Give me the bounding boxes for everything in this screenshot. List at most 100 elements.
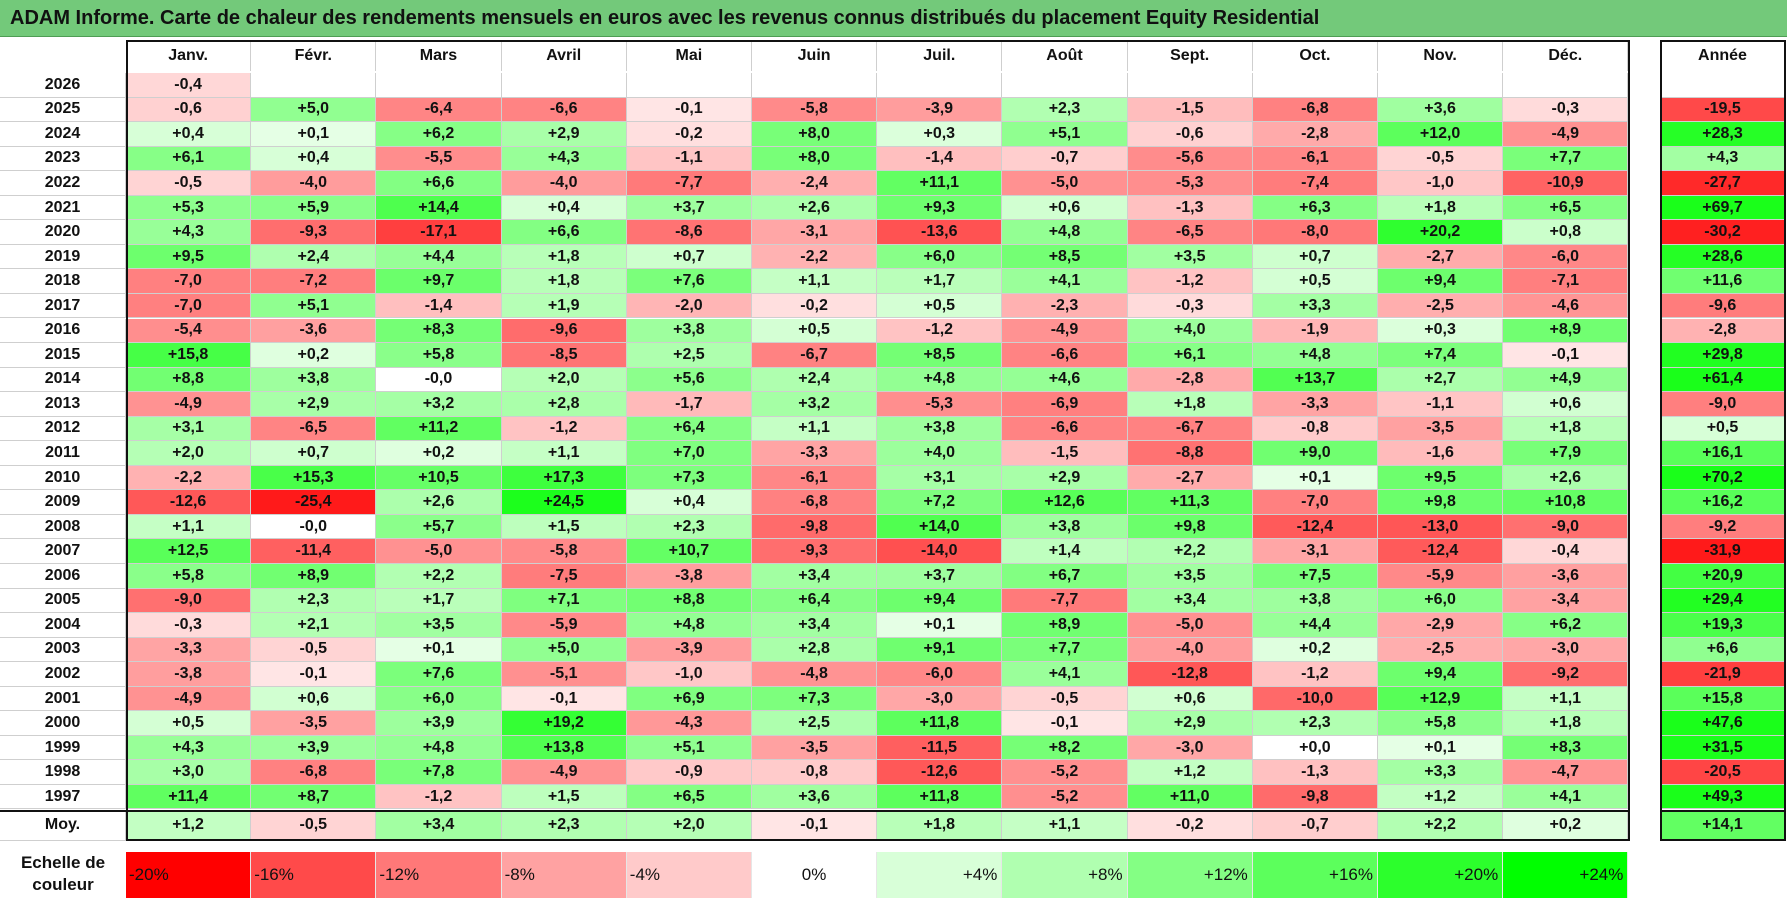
heatmap-cell: +8,5 bbox=[877, 343, 1003, 368]
heatmap-cell: -6,8 bbox=[251, 760, 377, 785]
heatmap-cell: +2,9 bbox=[251, 392, 377, 417]
row-year-label: 2005 bbox=[0, 588, 126, 614]
heatmap-cell: +8,9 bbox=[251, 564, 377, 589]
heatmap-cell: -3,3 bbox=[752, 441, 878, 466]
annual-cell: -2,8 bbox=[1660, 318, 1786, 344]
heatmap-cell: +3,8 bbox=[626, 318, 752, 344]
color-scale-stop: -4% bbox=[626, 852, 752, 898]
heatmap-cell: -1,0 bbox=[1378, 171, 1504, 196]
row-year-label: 2001 bbox=[0, 686, 126, 712]
row-year-label: 2012 bbox=[0, 416, 126, 442]
heatmap-cell: +7,7 bbox=[1002, 637, 1128, 663]
color-scale-stop: -16% bbox=[251, 852, 377, 898]
heatmap-cell: +0,6 bbox=[1503, 392, 1629, 417]
column-header: Juin bbox=[752, 40, 878, 71]
average-cell: -0,1 bbox=[752, 810, 878, 841]
heatmap-cell: +1,2 bbox=[1127, 760, 1253, 785]
heatmap-cell: -2,3 bbox=[1002, 293, 1128, 319]
annual-cell: -27,7 bbox=[1660, 171, 1786, 196]
heatmap-cell: -1,2 bbox=[1127, 269, 1253, 294]
heatmap-cell: -9,0 bbox=[126, 588, 252, 614]
heatmap-cell: +5,8 bbox=[126, 564, 252, 589]
heatmap-cell: -3,8 bbox=[126, 662, 252, 687]
heatmap-cell: +11,2 bbox=[376, 416, 502, 442]
heatmap-cell: -12,8 bbox=[1127, 662, 1253, 687]
heatmap-cell: +6,2 bbox=[376, 122, 502, 147]
column-header: Avril bbox=[502, 40, 627, 71]
heatmap-cell: -0,3 bbox=[1127, 293, 1253, 319]
heatmap-cell: +0,3 bbox=[877, 122, 1003, 147]
heatmap-cell: -5,6 bbox=[1127, 146, 1253, 172]
annual-cell bbox=[1660, 73, 1786, 98]
heatmap-cell: +12,0 bbox=[1378, 122, 1504, 147]
heatmap-cell: -13,0 bbox=[1378, 514, 1504, 540]
row-year-label: 2004 bbox=[0, 613, 126, 638]
heatmap-cell: -7,5 bbox=[501, 564, 627, 589]
annual-cell: -30,2 bbox=[1660, 220, 1786, 245]
heatmap-cell: +2,6 bbox=[752, 195, 878, 221]
heatmap-cell: +3,9 bbox=[376, 711, 502, 736]
heatmap-cell: +3,6 bbox=[1378, 97, 1504, 123]
annual-cell: +70,2 bbox=[1660, 465, 1786, 491]
color-scale-stop: +20% bbox=[1378, 852, 1504, 898]
heatmap-cell: -9,6 bbox=[501, 318, 627, 344]
annual-cell: -9,0 bbox=[1660, 392, 1786, 417]
row-year-label: 2017 bbox=[0, 293, 126, 319]
heatmap-cell: -8,5 bbox=[501, 343, 627, 368]
heatmap-cell: -5,1 bbox=[501, 662, 627, 687]
heatmap-cell: -5,2 bbox=[1002, 784, 1128, 810]
row-year-label: 2023 bbox=[0, 146, 126, 172]
heatmap-cell: -4,9 bbox=[1503, 122, 1629, 147]
heatmap-cell: -3,5 bbox=[1378, 416, 1504, 442]
heatmap-cell: -1,3 bbox=[1252, 760, 1378, 785]
heatmap-cell: +0,5 bbox=[752, 318, 878, 344]
heatmap-cell: +4,4 bbox=[376, 244, 502, 270]
heatmap-cell: +0,1 bbox=[877, 613, 1003, 638]
heatmap-cell: -2,8 bbox=[1127, 367, 1253, 393]
heatmap-cell: +8,0 bbox=[752, 122, 878, 147]
heatmap-cell: +0,1 bbox=[1252, 465, 1378, 491]
average-cell: +1,8 bbox=[877, 810, 1003, 841]
heatmap-cell: +8,7 bbox=[251, 784, 377, 810]
heatmap-cell: -1,7 bbox=[626, 392, 752, 417]
heatmap-cell: -7,0 bbox=[126, 293, 252, 319]
heatmap-cell: +9,5 bbox=[1378, 465, 1504, 491]
row-year-label: 2021 bbox=[0, 195, 126, 221]
heatmap-cell: +1,1 bbox=[1503, 686, 1629, 712]
heatmap-cell: -2,7 bbox=[1127, 465, 1253, 491]
row-year-label: 2007 bbox=[0, 539, 126, 564]
heatmap-cell: -2,2 bbox=[752, 244, 878, 270]
heatmap-cell: +2,1 bbox=[251, 613, 377, 638]
heatmap-cell: -0,0 bbox=[376, 367, 502, 393]
heatmap-cell: +4,8 bbox=[626, 613, 752, 638]
heatmap-cell: +9,8 bbox=[1127, 514, 1253, 540]
heatmap-cell: +1,8 bbox=[501, 269, 627, 294]
annual-cell: -9,2 bbox=[1660, 514, 1786, 540]
average-cell: +0,2 bbox=[1503, 810, 1629, 841]
heatmap-cell: -3,9 bbox=[877, 97, 1003, 123]
annual-cell: +31,5 bbox=[1660, 735, 1786, 761]
heatmap-cell: +3,6 bbox=[752, 784, 878, 810]
heatmap-cell: +4,4 bbox=[1252, 613, 1378, 638]
heatmap-cell: +4,3 bbox=[126, 220, 252, 245]
heatmap-cell: -9,8 bbox=[1252, 784, 1378, 810]
heatmap-cell: +0,5 bbox=[1252, 269, 1378, 294]
heatmap-cell: -11,5 bbox=[877, 735, 1003, 761]
column-header: Mai bbox=[627, 40, 752, 71]
row-year-label: 2024 bbox=[0, 122, 126, 147]
heatmap-cell: +5,8 bbox=[1378, 711, 1504, 736]
heatmap-cell: +1,8 bbox=[501, 244, 627, 270]
heatmap-cell: -6,8 bbox=[752, 490, 878, 515]
heatmap-cell: -17,1 bbox=[376, 220, 502, 245]
heatmap-cell: -12,6 bbox=[126, 490, 252, 515]
heatmap-cell: +8,9 bbox=[1002, 613, 1128, 638]
heatmap-cell: +12,9 bbox=[1378, 686, 1504, 712]
heatmap-cell: +3,4 bbox=[752, 613, 878, 638]
average-divider bbox=[0, 809, 1629, 812]
heatmap-cell: +1,8 bbox=[1127, 392, 1253, 417]
row-year-label: 2010 bbox=[0, 465, 126, 491]
heatmap-cell: -2,0 bbox=[626, 293, 752, 319]
annual-cell: +16,1 bbox=[1660, 441, 1786, 466]
heatmap-cell: +9,0 bbox=[1252, 441, 1378, 466]
heatmap-cell: -2,5 bbox=[1378, 293, 1504, 319]
